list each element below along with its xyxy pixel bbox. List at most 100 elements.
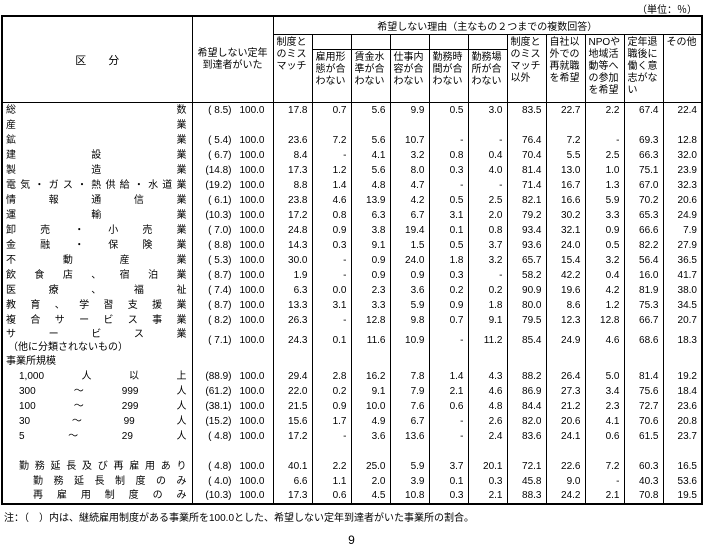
value-cell: 27.3 <box>545 383 585 399</box>
value-cell: 38.0 <box>662 282 702 298</box>
value-cell: 17.3 <box>272 162 312 178</box>
value-cell: 7.2 <box>311 132 351 148</box>
total-100-value: 100.0 <box>239 284 265 296</box>
had-retiree-cell: ( 6.1) 100.0 <box>191 192 273 208</box>
value-cell: - <box>428 428 468 444</box>
value-cell <box>623 443 663 459</box>
row-label <box>2 444 192 459</box>
table-row: 総数 ( 8.5) 100.0 17.8 0.7 5.6 9.9 0.5 3.0 83.5 22.7… <box>2 102 702 118</box>
value-cell: 16.7 <box>545 177 585 193</box>
value-cell: 11.2 <box>467 327 507 354</box>
value-cell: 17.3 <box>272 488 312 504</box>
value-cell: 75.1 <box>623 162 663 178</box>
total-100-value: 100.0 <box>239 415 265 427</box>
table-row: 情報通信業 ( 6.1) 100.0 23.8 4.6 13.9 4.2 0.5 2.5 82.1… <box>2 192 702 208</box>
value-cell <box>311 353 351 369</box>
value-cell: - <box>467 177 507 193</box>
table-row: 医療、福祉( 7.4) 100.0 6.3 0.0 2.3 3.6 0.2 0.2 90.9 19… <box>2 282 702 298</box>
value-cell: 0.4 <box>467 147 507 163</box>
reason-column-header: 仕事内容が合わない <box>389 34 430 103</box>
value-cell: 4.9 <box>350 413 390 429</box>
value-cell: 70.6 <box>623 413 663 429</box>
value-cell: 15.4 <box>545 252 585 268</box>
total-100-value: 100.0 <box>239 224 265 236</box>
total-100-value: 100.0 <box>239 385 265 397</box>
value-cell: 26.3 <box>272 312 312 328</box>
value-cell: 19.5 <box>662 488 702 504</box>
value-cell: 4.8 <box>350 177 390 193</box>
value-cell <box>467 353 507 369</box>
row-label: 300～999人 <box>19 385 187 397</box>
value-cell: 22.6 <box>545 458 585 474</box>
value-cell: 24.0 <box>545 237 585 253</box>
total-100-value: 100.0 <box>239 460 265 472</box>
value-cell: 4.1 <box>350 147 390 163</box>
had-retiree-cell <box>191 443 273 459</box>
value-cell: 3.6 <box>389 282 429 298</box>
value-cell: 70.2 <box>623 192 663 208</box>
value-cell: 3.1 <box>428 207 468 223</box>
had-retiree-cell: ( 8.8) 100.0 <box>191 237 273 253</box>
value-cell: 93.4 <box>506 222 546 238</box>
value-cell: 68.6 <box>623 327 663 354</box>
value-cell: 11.6 <box>350 327 390 354</box>
value-cell: 2.4 <box>467 428 507 444</box>
value-cell: 4.2 <box>389 192 429 208</box>
reason-column-header: 雇用形態が合わない <box>311 34 352 103</box>
total-100-value: 100.0 <box>239 475 265 487</box>
value-cell: - <box>311 428 351 444</box>
had-retiree-cell: ( 4.8) 100.0 <box>191 428 273 444</box>
value-cell: 24.9 <box>545 327 585 354</box>
reason-column-header: 定年退職後に働く意志がない <box>623 34 664 103</box>
paren-share-value: ( 6.1) <box>208 194 232 206</box>
value-cell: 1.4 <box>428 368 468 384</box>
value-cell <box>623 353 663 369</box>
value-cell: 1.5 <box>389 237 429 253</box>
value-cell: 0.7 <box>311 102 351 118</box>
row-label: 勤務延長制度のみ <box>33 475 187 487</box>
value-cell: 65.7 <box>506 252 546 268</box>
value-cell: 4.5 <box>350 488 390 504</box>
value-cell: - <box>311 312 351 328</box>
value-cell: 24.1 <box>545 428 585 444</box>
value-cell: 0.1 <box>428 222 468 238</box>
value-cell: 70.8 <box>623 488 663 504</box>
value-cell: 0.3 <box>428 162 468 178</box>
table-row: 複合サービス事業( 8.2) 100.0 26.3-12.8 9.8 0.7 9.1 79.… <box>2 312 702 328</box>
value-cell: 41.7 <box>662 267 702 283</box>
value-cell: 3.9 <box>389 473 429 489</box>
paren-share-value: (10.3) <box>205 490 232 501</box>
table-row: 電気・ガス・熱供給・水道業 (19.2) 100.0 8.8 1.4 4.8 4.7- -71… <box>2 177 702 193</box>
table-row: 運輸業 (10.3) 100.0 17.2 0.8 6.3 6.7 3.1 2.0 79.2 30.… <box>2 207 702 223</box>
value-cell: 0.6 <box>428 398 468 414</box>
value-cell: 3.2 <box>584 252 624 268</box>
reason-column-header: 自社以外での再就職を希望 <box>545 34 586 103</box>
had-retiree-cell: ( 8.2) 100.0 <box>191 312 273 328</box>
value-cell: 21.2 <box>545 398 585 414</box>
had-retiree-cell: ( 7.0) 100.0 <box>191 222 273 238</box>
value-cell <box>311 443 351 459</box>
value-cell: 3.2 <box>467 252 507 268</box>
value-cell <box>272 353 312 369</box>
value-cell: 34.5 <box>662 297 702 313</box>
value-cell: 2.0 <box>350 473 390 489</box>
value-cell: - <box>428 177 468 193</box>
value-cell: 4.0 <box>467 162 507 178</box>
table-row: 産業 <box>2 117 702 133</box>
value-cell <box>662 443 702 459</box>
value-cell: 1.8 <box>467 297 507 313</box>
value-cell: 2.2 <box>584 102 624 118</box>
value-cell: 26.4 <box>545 368 585 384</box>
value-cell: 4.1 <box>584 413 624 429</box>
value-cell: 40.3 <box>623 473 663 489</box>
row-label: 勤務延長及び再雇用あり <box>19 460 187 472</box>
value-cell: 5.9 <box>389 458 429 474</box>
row-label: 建設業 <box>6 149 187 161</box>
value-cell <box>389 443 429 459</box>
had-retiree-cell: ( 7.1) 100.0 <box>191 327 273 354</box>
paren-share-value: ( 7.0) <box>208 224 232 236</box>
total-100-value: 100.0 <box>239 164 265 176</box>
value-cell: 75.6 <box>623 383 663 399</box>
value-cell: 85.4 <box>506 327 546 354</box>
value-cell <box>311 117 351 133</box>
